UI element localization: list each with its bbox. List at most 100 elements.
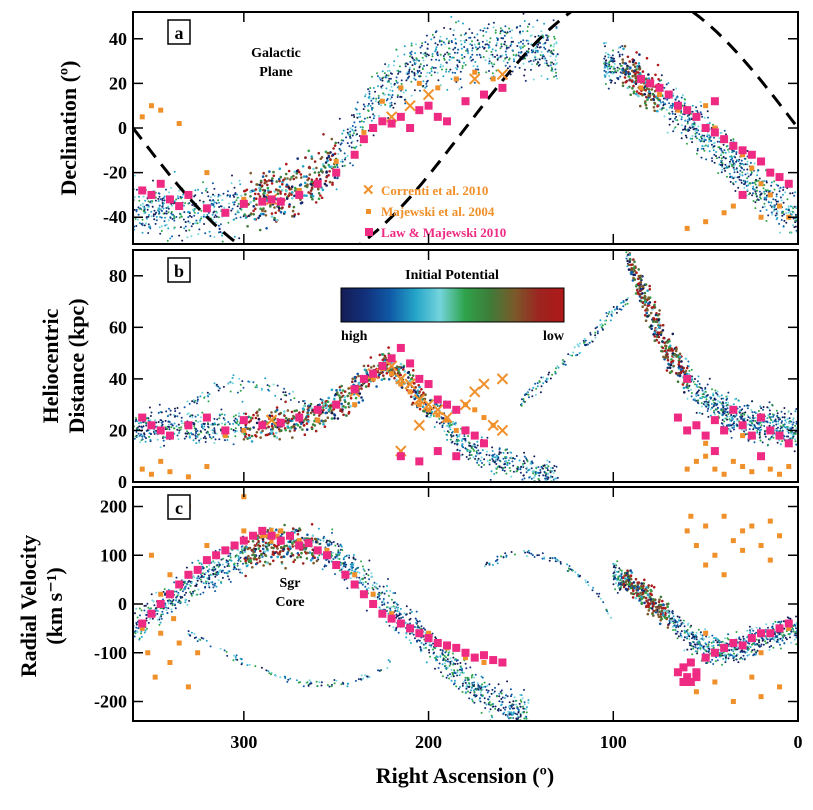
stream-particle	[195, 419, 197, 422]
stream-particle	[655, 328, 658, 331]
stream-particle	[755, 411, 758, 414]
stream-particle	[149, 227, 152, 230]
stream-particle	[614, 82, 617, 84]
stream-particle	[480, 466, 483, 468]
stream-particle	[343, 164, 346, 167]
stream-particle	[641, 301, 645, 305]
stream-particle	[720, 171, 723, 174]
stream-particle	[285, 162, 288, 166]
stream-particle	[438, 39, 441, 42]
stream-particle	[270, 215, 274, 218]
stream-particle	[747, 175, 750, 178]
stream-particle	[316, 404, 319, 406]
stream-particle	[775, 200, 778, 203]
stream-particle	[618, 308, 621, 311]
stream-particle	[289, 419, 292, 423]
stream-particle	[747, 184, 750, 187]
law-majewski-point	[701, 124, 710, 132]
stream-particle	[242, 386, 245, 389]
stream-particle	[227, 221, 230, 224]
stream-particle	[305, 184, 309, 188]
stream-particle	[775, 208, 778, 211]
y-tick-label: -40	[103, 207, 127, 227]
stream-particle	[668, 340, 671, 343]
stream-particle	[340, 391, 343, 395]
legend-correnti-symbol: ✕	[362, 183, 375, 199]
stream-particle	[709, 414, 712, 417]
stream-particle	[265, 227, 268, 230]
stream-particle	[459, 70, 462, 73]
stream-particle	[410, 44, 413, 47]
stream-particle	[356, 116, 359, 119]
stream-particle	[779, 443, 782, 446]
stream-particle	[752, 200, 755, 202]
stream-particle	[461, 57, 464, 60]
stream-particle	[267, 191, 271, 194]
stream-particle	[409, 52, 412, 54]
stream-particle	[410, 42, 413, 45]
stream-particle	[218, 231, 220, 234]
stream-particle	[141, 202, 144, 205]
stream-particle	[637, 274, 641, 278]
stream-particle	[546, 459, 549, 462]
stream-particle	[383, 72, 386, 75]
stream-particle	[666, 356, 669, 359]
stream-particle	[782, 424, 785, 426]
stream-particle	[324, 179, 328, 183]
stream-particle	[668, 347, 672, 351]
stream-particle	[727, 391, 730, 394]
stream-particle	[765, 209, 768, 211]
law-majewski-point	[147, 190, 156, 199]
stream-particle	[711, 160, 714, 162]
stream-particle	[646, 315, 649, 318]
stream-particle	[706, 383, 709, 386]
stream-particle	[297, 401, 300, 403]
stream-particle	[712, 399, 715, 402]
stream-particle	[703, 137, 706, 140]
stream-particle	[631, 279, 635, 282]
stream-particle	[515, 26, 518, 29]
stream-particle	[137, 432, 140, 435]
stream-particle	[579, 351, 582, 354]
stream-particle	[335, 389, 338, 392]
stream-particle	[554, 59, 557, 61]
stream-particle	[651, 320, 655, 323]
stream-particle	[409, 55, 411, 58]
stream-particle	[497, 457, 500, 459]
stream-particle	[232, 429, 235, 431]
stream-particle	[390, 85, 393, 88]
stream-particle	[670, 358, 673, 361]
stream-particle	[746, 419, 749, 422]
stream-particle	[164, 426, 167, 429]
stream-particle	[650, 306, 654, 309]
stream-particle	[354, 147, 357, 150]
stream-particle	[769, 412, 771, 415]
stream-particle	[273, 434, 276, 438]
stream-particle	[266, 183, 269, 187]
stream-particle	[705, 158, 708, 161]
stream-particle	[162, 202, 165, 205]
stream-particle	[393, 102, 396, 105]
stream-particle	[555, 27, 558, 30]
stream-particle	[683, 391, 686, 394]
stream-particle	[708, 122, 711, 124]
stream-particle	[239, 383, 242, 386]
correnti-point	[404, 378, 416, 390]
stream-particle	[736, 418, 739, 421]
stream-particle	[349, 162, 352, 165]
stream-particle	[629, 93, 632, 97]
stream-particle	[703, 134, 706, 137]
stream-particle	[203, 213, 205, 216]
stream-particle	[469, 444, 472, 447]
stream-particle	[721, 162, 724, 165]
stream-particle	[726, 407, 729, 410]
stream-particle	[435, 421, 438, 424]
stream-particle	[782, 201, 785, 204]
majewski-point	[730, 203, 736, 209]
stream-particle	[190, 235, 193, 238]
stream-particle	[656, 314, 660, 317]
stream-particle	[153, 209, 156, 212]
stream-particle	[284, 192, 287, 196]
stream-particle	[386, 69, 389, 72]
stream-particle	[789, 430, 792, 433]
